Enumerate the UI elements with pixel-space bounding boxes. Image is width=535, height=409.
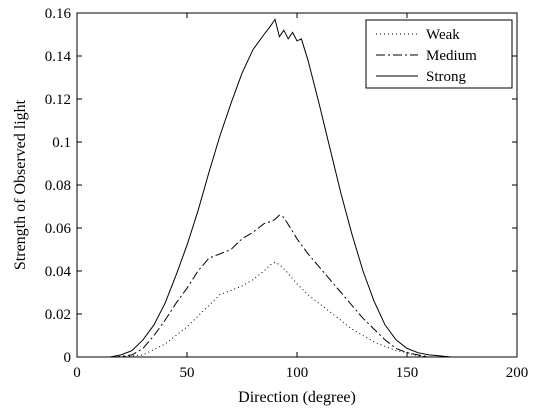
y-tick-label: 0 xyxy=(64,350,72,366)
legend: Weak Medium Strong xyxy=(365,19,513,89)
x-axis-label: Direction (degree) xyxy=(238,389,356,406)
legend-box xyxy=(365,19,513,89)
y-tick-label: 0.1 xyxy=(52,135,71,151)
legend-label-weak: Weak xyxy=(426,27,460,43)
y-tick-label: 0.02 xyxy=(45,307,71,323)
axis-tick-labels: 0 50 100 150 200 0 0.02 0.04 0.06 0.08 0.1 0.12 0.14… xyxy=(45,6,529,381)
y-axis-label: Strength of Observed light xyxy=(12,99,29,270)
x-tick-label: 150 xyxy=(396,365,419,381)
x-tick-label: 0 xyxy=(73,365,81,381)
series-line-weak xyxy=(77,261,517,358)
y-tick-label: 0.06 xyxy=(45,221,72,237)
x-tick-label: 50 xyxy=(180,365,195,381)
x-tick-label: 100 xyxy=(286,365,309,381)
legend-label-medium: Medium xyxy=(426,48,477,64)
series-lines xyxy=(77,18,517,358)
series-line-strong xyxy=(77,18,517,358)
y-tick-label: 0.12 xyxy=(45,92,71,108)
y-tick-label: 0.14 xyxy=(45,49,72,65)
series-line-medium xyxy=(77,214,517,358)
legend-label-strong: Strong xyxy=(426,69,467,85)
y-tick-label: 0.08 xyxy=(45,178,71,194)
y-tick-label: 0.04 xyxy=(45,264,72,280)
x-tick-label: 200 xyxy=(506,365,529,381)
y-tick-label: 0.16 xyxy=(45,6,72,22)
